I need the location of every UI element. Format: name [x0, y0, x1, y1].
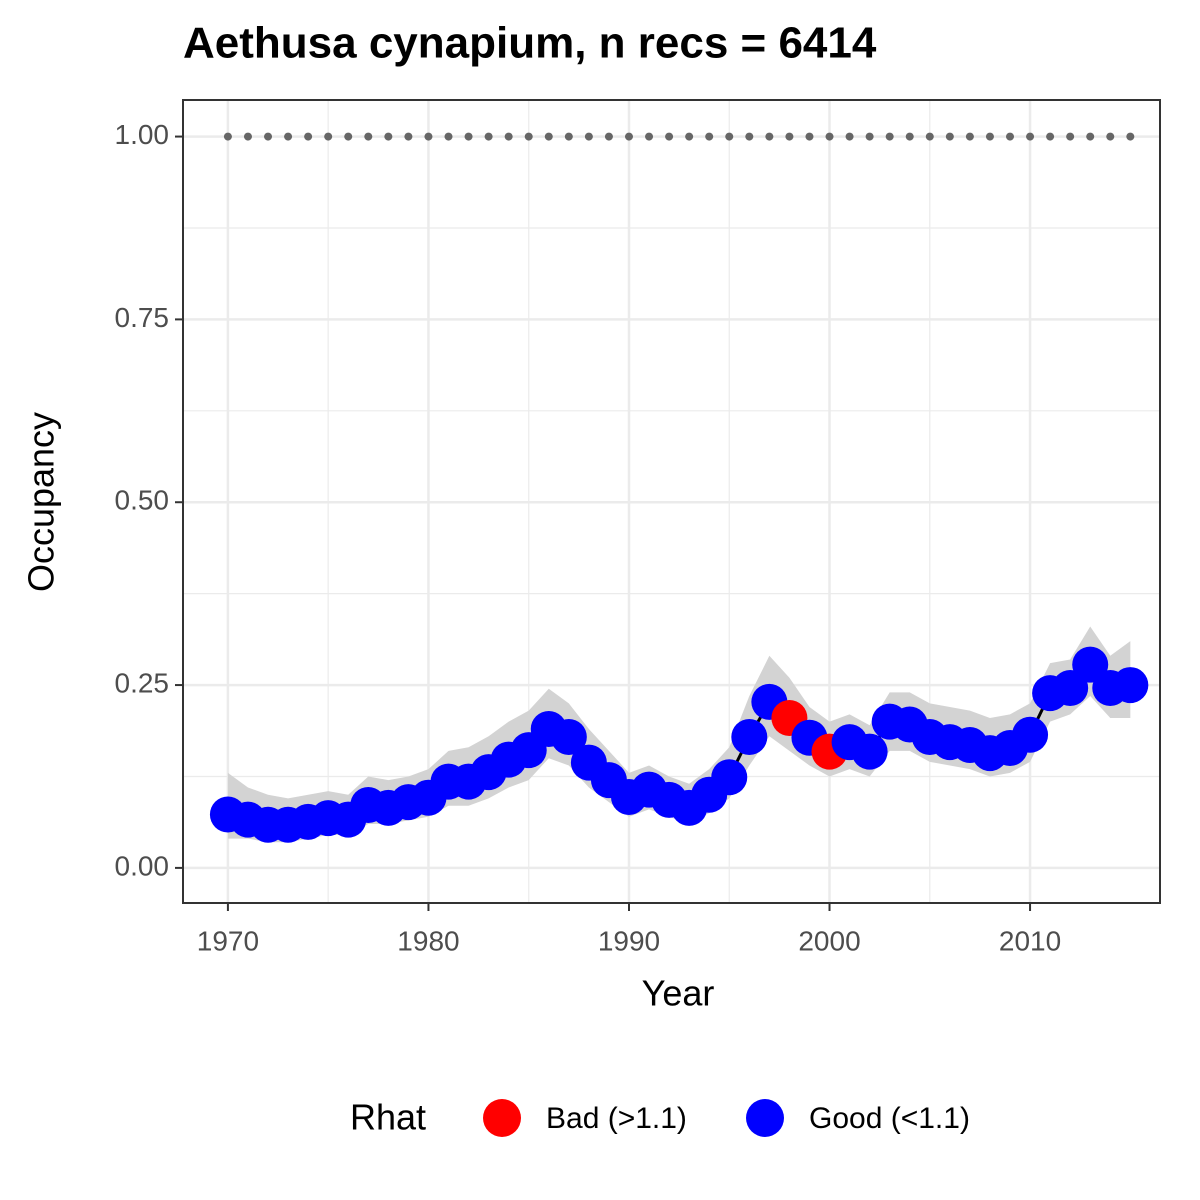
- y-tick-label: 0.75: [115, 302, 170, 333]
- legend-swatch: [746, 1099, 784, 1137]
- x-tick-label: 1990: [598, 925, 660, 956]
- reference-dot: [604, 132, 613, 141]
- reference-dot: [1106, 132, 1115, 141]
- y-tick-label: 0.00: [115, 850, 170, 881]
- y-tick-label: 1.00: [115, 119, 170, 150]
- y-tick-label: 0.25: [115, 667, 170, 698]
- point: [1072, 646, 1109, 683]
- reference-dot: [444, 132, 453, 141]
- x-axis-title: Year: [642, 973, 715, 1014]
- reference-dot: [885, 132, 894, 141]
- point: [711, 759, 748, 796]
- point: [550, 718, 587, 755]
- legend-label: Good (<1.1): [809, 1102, 970, 1135]
- reference-dot: [223, 132, 232, 141]
- reference-dot: [725, 132, 734, 141]
- reference-dot: [524, 132, 533, 141]
- reference-dot: [304, 132, 313, 141]
- point: [1052, 669, 1089, 706]
- reference-dot: [464, 132, 473, 141]
- reference-dot: [905, 132, 914, 141]
- reference-dot: [1066, 132, 1075, 141]
- reference-dot: [344, 132, 353, 141]
- point: [851, 733, 888, 770]
- x-tick-label: 2010: [999, 925, 1061, 956]
- reference-dot: [685, 132, 694, 141]
- point: [1112, 667, 1149, 704]
- reference-dot: [985, 132, 994, 141]
- reference-dot: [825, 132, 834, 141]
- y-axis-title: Occupancy: [21, 412, 62, 592]
- reference-dot: [584, 132, 593, 141]
- legend-swatch: [483, 1099, 521, 1137]
- reference-dot: [424, 132, 433, 141]
- reference-dot: [645, 132, 654, 141]
- reference-dot: [1006, 132, 1015, 141]
- point: [731, 718, 768, 755]
- reference-dot: [705, 132, 714, 141]
- reference-dot: [785, 132, 794, 141]
- x-tick-label: 1970: [197, 925, 259, 956]
- reference-dot: [1126, 132, 1135, 141]
- reference-dot: [243, 132, 252, 141]
- reference-dot: [1086, 132, 1095, 141]
- reference-dot: [925, 132, 934, 141]
- y-tick-label: 0.50: [115, 485, 170, 516]
- point: [1012, 716, 1049, 753]
- reference-dot: [1026, 132, 1035, 141]
- reference-dot: [745, 132, 754, 141]
- reference-dot: [324, 132, 333, 141]
- reference-dot: [284, 132, 293, 141]
- reference-dot: [484, 132, 493, 141]
- x-tick-label: 1980: [397, 925, 459, 956]
- reference-dot: [865, 132, 874, 141]
- reference-dot: [665, 132, 674, 141]
- chart-title: Aethusa cynapium, n recs = 6414: [183, 19, 877, 68]
- legend-title: Rhat: [350, 1097, 426, 1138]
- reference-dot: [564, 132, 573, 141]
- reference-dot: [404, 132, 413, 141]
- reference-dot: [364, 132, 373, 141]
- reference-dot: [504, 132, 513, 141]
- reference-dot: [624, 132, 633, 141]
- reference-dot: [945, 132, 954, 141]
- reference-dot: [384, 132, 393, 141]
- reference-dot: [845, 132, 854, 141]
- reference-dot: [264, 132, 273, 141]
- x-tick-label: 2000: [798, 925, 860, 956]
- reference-dot: [544, 132, 553, 141]
- panel-border: [182, 99, 1161, 904]
- reference-dot: [765, 132, 774, 141]
- reference-dot: [965, 132, 974, 141]
- reference-dot: [1046, 132, 1055, 141]
- legend-label: Bad (>1.1): [546, 1102, 687, 1135]
- reference-dot: [805, 132, 814, 141]
